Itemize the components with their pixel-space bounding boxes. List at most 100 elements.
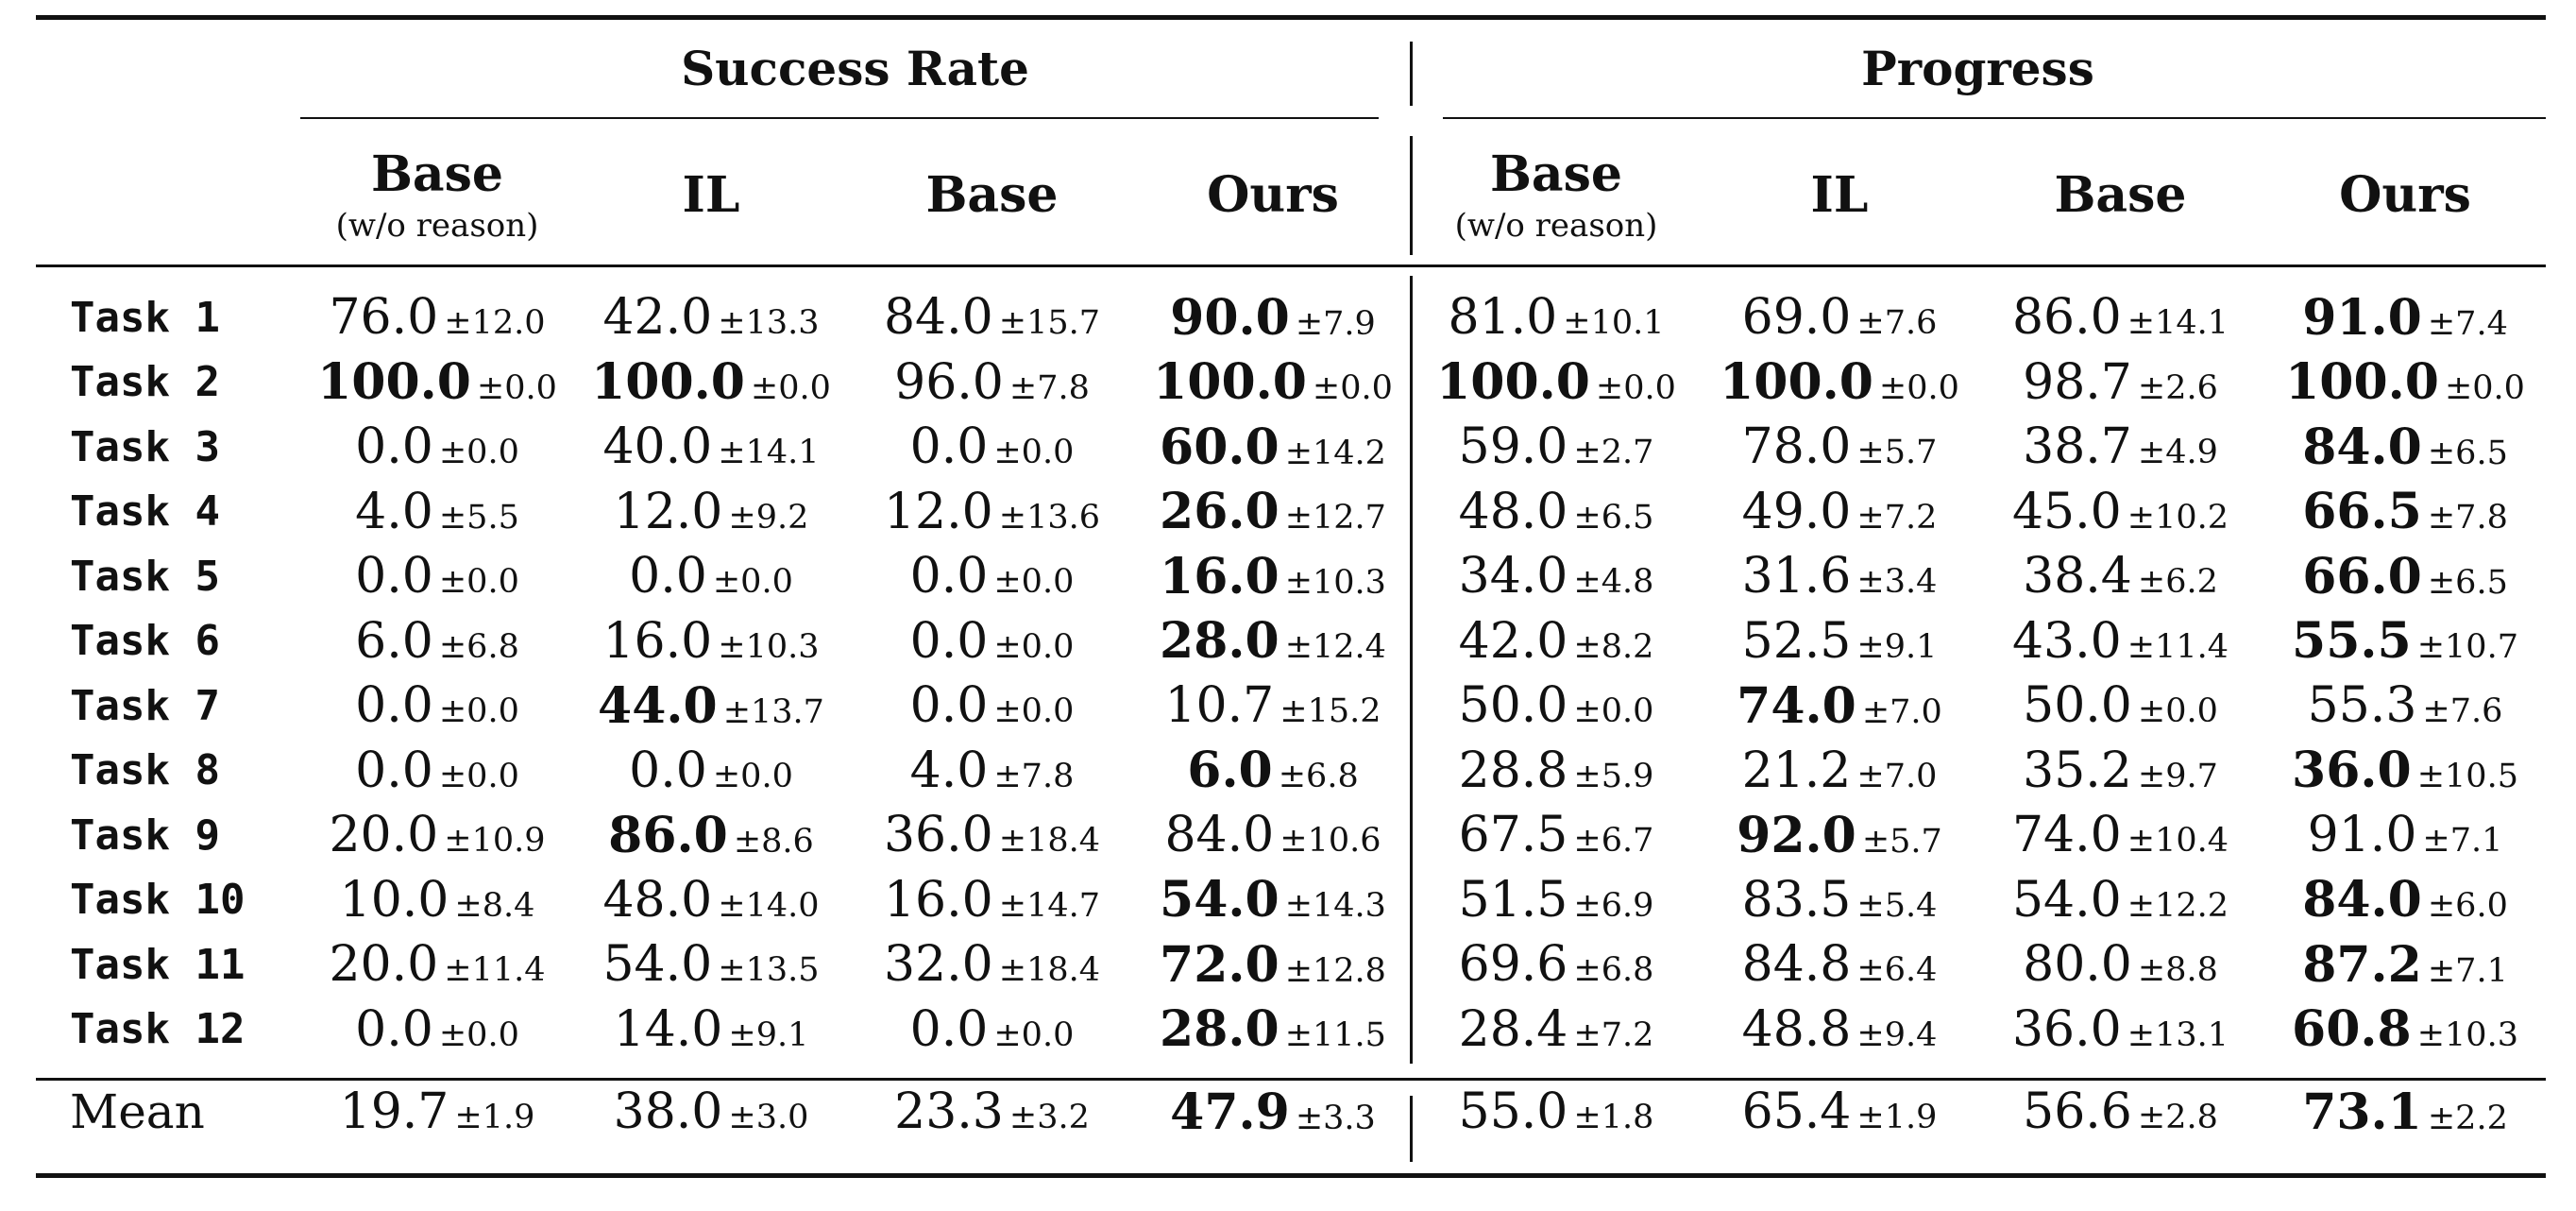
results-body: Task 1 76.0 ±12.0 42.0 ±13.3 84.0 ±15.7 90.0 ±7.… [36, 272, 2546, 1162]
table-row: Task 3 0.0 ±0.0 40.0 ±14.1 0.0 ±0.0 60.0 ±14.2 59… [36, 415, 2546, 480]
value: 0.0 [355, 677, 433, 735]
value-cell: 10.7 ±15.2 [1136, 674, 1410, 739]
table-row: Task 1 76.0 ±12.0 42.0 ±13.3 84.0 ±15.7 90.0 ±7.… [36, 272, 2546, 350]
value-cell: 32.0 ±18.4 [848, 932, 1136, 998]
std-dev: ±7.8 [2427, 499, 2508, 537]
std-dev: ±10.7 [2416, 628, 2518, 667]
value: 0.0 [355, 1000, 433, 1058]
table-row: Task 2 100.0 ±0.0 100.0 ±0.0 96.0 ±7.8 100.0 ±0.… [36, 350, 2546, 416]
std-dev: ±13.7 [722, 692, 824, 731]
std-dev: ±6.5 [2427, 563, 2508, 602]
value: 4.0 [909, 742, 989, 799]
value-cell: 19.7 ±1.9 [300, 1062, 574, 1162]
std-dev: ±0.0 [476, 369, 557, 408]
value: 12.0 [883, 483, 993, 540]
value-cell: 84.0 ±15.7 [848, 272, 1136, 350]
table-row: Task 8 0.0 ±0.0 0.0 ±0.0 4.0 ±7.8 6.0 ±6.8 28.8 ±5… [36, 739, 2546, 804]
value-cell: 52.5 ±9.1 [1703, 609, 1976, 674]
value: 34.0 [1458, 548, 1568, 606]
value: 12.0 [613, 483, 723, 540]
value: 84.8 [1741, 936, 1852, 994]
best-value: 100.0 [317, 353, 471, 412]
task-label: Task 6 [70, 617, 220, 666]
value-cell: 50.0 ±0.0 [1976, 674, 2264, 739]
task-label: Task 12 [70, 1005, 246, 1054]
value-cell: 54.0 ±13.5 [574, 932, 848, 998]
best-value: 100.0 [1153, 353, 1307, 412]
value-cell: 100.0 ±0.0 [1410, 350, 1703, 416]
std-dev: ±6.8 [1278, 758, 1359, 796]
progress-underline [1443, 117, 2546, 119]
value-cell: 92.0 ±5.7 [1703, 803, 1976, 868]
header-rule [36, 264, 2546, 267]
value: 23.3 [894, 1083, 1004, 1140]
value-cell: 86.0 ±8.6 [574, 803, 848, 868]
best-value: 72.0 [1160, 935, 1280, 994]
method-header: IL [1703, 119, 1976, 272]
value-cell: 100.0 ±0.0 [1703, 350, 1976, 416]
value: 36.0 [883, 807, 993, 864]
value: 80.0 [2023, 936, 2132, 994]
value: 0.0 [909, 612, 989, 670]
std-dev: ±12.0 [444, 304, 546, 343]
bottom-rule [36, 1173, 2546, 1178]
table-row: Task 12 0.0 ±0.0 14.0 ±9.1 0.0 ±0.0 28.0 ±11.5 28… [36, 998, 2546, 1063]
task-label: Task 9 [70, 810, 220, 860]
value: 84.0 [1164, 807, 1275, 864]
best-value: 28.0 [1160, 612, 1280, 671]
value-cell: 0.0 ±0.0 [300, 674, 574, 739]
value-cell: 14.0 ±9.1 [574, 998, 848, 1063]
value: 6.0 [355, 612, 433, 670]
value-cell: 36.0 ±13.1 [1976, 998, 2264, 1063]
value: 84.0 [883, 289, 993, 347]
value-cell: 0.0 ±0.0 [574, 544, 848, 609]
value: 20.0 [329, 807, 439, 864]
value: 40.0 [602, 418, 713, 476]
method-header: Base (w/o reason) [300, 119, 574, 272]
value-cell: 54.0 ±14.3 [1136, 868, 1410, 933]
value-cell: 84.0 ±10.6 [1136, 803, 1410, 868]
std-dev: ±10.3 [718, 627, 820, 666]
std-dev: ±10.5 [2416, 758, 2518, 796]
method-name: IL [682, 166, 740, 225]
std-dev: ±0.0 [1573, 692, 1654, 731]
std-dev: ±4.8 [1573, 563, 1654, 602]
std-dev: ±0.0 [993, 563, 1075, 602]
std-dev: ±0.0 [750, 369, 831, 408]
best-value: 26.0 [1160, 483, 1280, 541]
std-dev: ±1.9 [454, 1099, 535, 1136]
value-cell: 36.0 ±10.5 [2264, 739, 2546, 804]
value: 0.0 [629, 742, 707, 799]
std-dev: ±10.9 [444, 822, 546, 861]
mean-rule [36, 1078, 2546, 1081]
std-dev: ±13.3 [718, 304, 820, 343]
value-cell: 67.5 ±6.7 [1410, 803, 1703, 868]
std-dev: ±9.4 [1856, 1015, 1938, 1054]
value-cell: 12.0 ±13.6 [848, 480, 1136, 545]
std-dev: ±9.2 [728, 498, 809, 537]
std-dev: ±0.0 [712, 757, 793, 795]
value-cell: 87.2 ±7.1 [2264, 932, 2546, 998]
value-cell: 42.0 ±13.3 [574, 272, 848, 350]
value: 36.0 [2011, 1000, 2122, 1058]
value-cell: 47.9 ±3.3 [1136, 1062, 1410, 1162]
value: 31.6 [1741, 548, 1852, 606]
std-dev: ±12.2 [2127, 886, 2229, 925]
std-dev: ±14.0 [718, 886, 820, 925]
std-dev: ±7.9 [1295, 304, 1376, 343]
value-cell: 12.0 ±9.2 [574, 480, 848, 545]
table-row: Task 9 20.0 ±10.9 86.0 ±8.6 36.0 ±18.4 84.0 ±10.… [36, 803, 2546, 868]
value-cell: 100.0 ±0.0 [1136, 350, 1410, 416]
value: 16.0 [602, 612, 713, 670]
value-cell: 43.0 ±11.4 [1976, 609, 2264, 674]
std-dev: ±6.2 [2137, 563, 2218, 602]
value-cell: 38.4 ±6.2 [1976, 544, 2264, 609]
std-dev: ±10.2 [2127, 498, 2229, 537]
value-cell: 20.0 ±10.9 [300, 803, 574, 868]
best-value: 84.0 [2302, 871, 2422, 930]
value-cell: 74.0 ±7.0 [1703, 674, 1976, 739]
value-cell: 0.0 ±0.0 [300, 739, 574, 804]
value-cell: 74.0 ±10.4 [1976, 803, 2264, 868]
value: 0.0 [909, 677, 989, 735]
value-cell: 81.0 ±10.1 [1410, 272, 1703, 350]
